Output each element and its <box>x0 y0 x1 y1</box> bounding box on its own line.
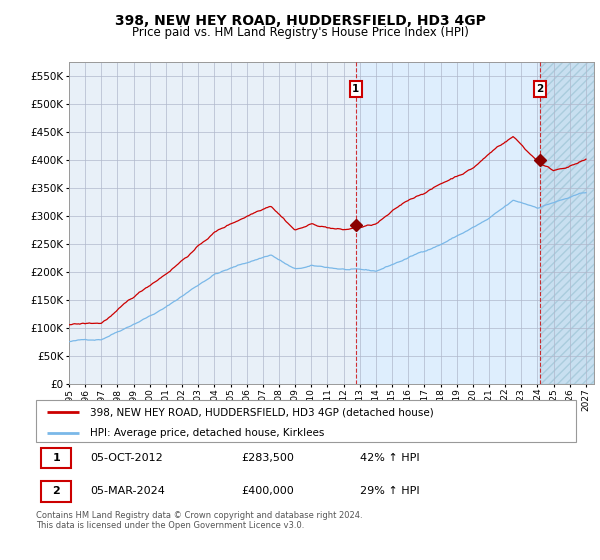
Text: HPI: Average price, detached house, Kirklees: HPI: Average price, detached house, Kirk… <box>90 428 325 438</box>
FancyBboxPatch shape <box>41 447 71 468</box>
Text: 05-MAR-2024: 05-MAR-2024 <box>90 486 165 496</box>
Text: 1: 1 <box>52 453 60 463</box>
Bar <box>356 62 540 384</box>
Text: 05-OCT-2012: 05-OCT-2012 <box>90 453 163 463</box>
Text: 398, NEW HEY ROAD, HUDDERSFIELD, HD3 4GP: 398, NEW HEY ROAD, HUDDERSFIELD, HD3 4GP <box>115 14 485 28</box>
Bar <box>540 62 594 384</box>
Text: 42% ↑ HPI: 42% ↑ HPI <box>360 453 419 463</box>
Text: 2: 2 <box>52 486 60 496</box>
Text: Contains HM Land Registry data © Crown copyright and database right 2024.
This d: Contains HM Land Registry data © Crown c… <box>36 511 362 530</box>
Text: 398, NEW HEY ROAD, HUDDERSFIELD, HD3 4GP (detached house): 398, NEW HEY ROAD, HUDDERSFIELD, HD3 4GP… <box>90 407 434 417</box>
Text: 1: 1 <box>352 84 359 94</box>
Text: £283,500: £283,500 <box>241 453 294 463</box>
FancyBboxPatch shape <box>41 481 71 502</box>
Text: £400,000: £400,000 <box>241 486 294 496</box>
Text: Price paid vs. HM Land Registry's House Price Index (HPI): Price paid vs. HM Land Registry's House … <box>131 26 469 39</box>
FancyBboxPatch shape <box>36 400 576 442</box>
Text: 29% ↑ HPI: 29% ↑ HPI <box>360 486 419 496</box>
Text: 2: 2 <box>536 84 544 94</box>
